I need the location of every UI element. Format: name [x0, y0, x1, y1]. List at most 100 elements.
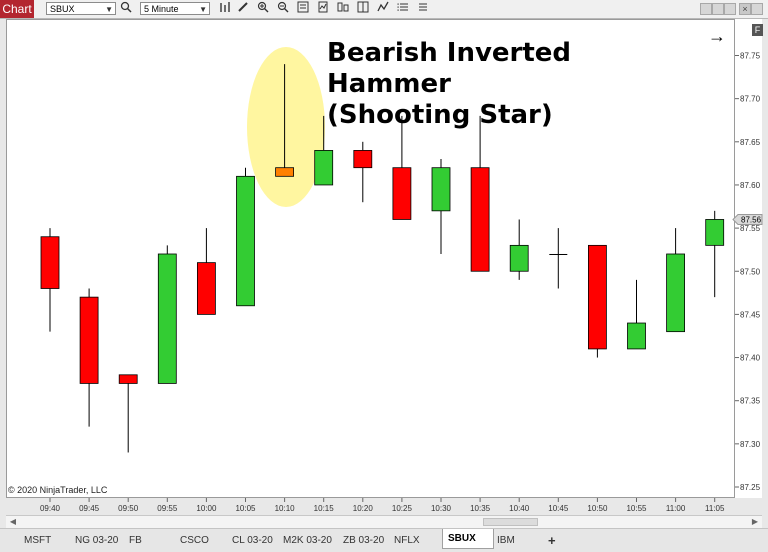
candle-body	[275, 167, 295, 177]
candle-10:35	[470, 115, 490, 272]
candle-09:50	[118, 374, 138, 453]
close-icon[interactable]: ×	[739, 3, 751, 15]
scroll-left-icon[interactable]: ◀	[9, 517, 17, 526]
properties-icon[interactable]	[295, 1, 311, 17]
x-tick-label: 11:05	[705, 504, 725, 513]
candle-body	[431, 167, 451, 212]
last-price-tag: 87.56	[732, 213, 763, 225]
y-tick-label: 87.50	[740, 267, 761, 276]
candle-body	[549, 253, 568, 255]
x-tick-label: 09:55	[157, 504, 178, 513]
candle-body	[314, 150, 334, 186]
instrument-tab-sbux[interactable]: SBUX	[442, 529, 494, 549]
window-restore-button[interactable]	[712, 3, 724, 15]
instrument-tab-ibm[interactable]: IBM	[497, 535, 515, 546]
annotation-title-line2: (Shooting Star)	[327, 100, 553, 130]
pencil-icon[interactable]	[235, 1, 251, 17]
x-tick-label: 10:55	[626, 504, 647, 513]
instrument-tab-cl-03-20[interactable]: CL 03-20	[232, 535, 273, 546]
instrument-tab-bar: MSFT NG 03-20 FB CSCO CL 03-20 M2K 03-20 ZB 03…	[0, 528, 768, 552]
x-tick-label: 10:35	[470, 504, 491, 513]
instrument-tab-nflx[interactable]: NFLX	[394, 535, 420, 546]
instrument-tab-csco[interactable]: CSCO	[180, 535, 209, 546]
candle-body	[118, 374, 138, 384]
window-minimize-button[interactable]	[700, 3, 712, 15]
candle-10:55	[627, 279, 646, 350]
chart-annotation: Bearish Inverted Hammer (Shooting Star)	[327, 38, 687, 131]
arrow-right-icon: →	[708, 26, 726, 46]
search-icon[interactable]	[118, 1, 134, 17]
candle-body	[40, 236, 60, 289]
price-axis-panel[interactable]	[735, 19, 762, 498]
interval-selector[interactable]: 5 Minute ▼	[140, 2, 210, 15]
instrument-tab-msft[interactable]: MSFT	[24, 535, 52, 546]
y-tick-label: 87.65	[740, 138, 761, 147]
strategies-icon[interactable]	[335, 1, 351, 17]
y-tick-label: 87.35	[740, 397, 761, 406]
candle-body	[588, 244, 607, 350]
candle-body	[509, 244, 529, 272]
candle-09:45	[79, 288, 99, 427]
instrument-selector[interactable]: SBUX ▼	[46, 2, 116, 15]
annotation-title-line1: Bearish Inverted Hammer	[327, 38, 572, 99]
candle-body	[705, 219, 725, 246]
candle-10:40	[509, 219, 529, 280]
candle-body	[236, 175, 255, 307]
candle-10:05	[236, 167, 255, 307]
y-tick-label: 87.40	[740, 354, 761, 363]
candle-10:20	[353, 141, 373, 203]
list-icon[interactable]	[395, 1, 411, 17]
instrument-tab-ng-03-20[interactable]: NG 03-20	[75, 535, 119, 546]
x-tick-label: 10:25	[392, 504, 413, 513]
chart-window-tab[interactable]: Chart	[0, 0, 34, 18]
zoom-out-icon[interactable]	[275, 1, 291, 17]
chevron-down-icon: ▼	[105, 5, 113, 14]
bar-chart-icon[interactable]	[217, 1, 233, 17]
y-tick-label: 87.45	[740, 310, 761, 319]
y-tick-label: 87.60	[740, 181, 761, 190]
scroll-right-icon[interactable]: ▶	[751, 517, 759, 526]
candles-group	[40, 64, 725, 453]
last-price-tag-shape	[732, 213, 763, 225]
window-maximize-button[interactable]	[724, 3, 736, 15]
zoom-in-icon[interactable]	[255, 1, 271, 17]
chevron-down-icon: ▼	[199, 5, 207, 14]
chart-plot-area[interactable]	[6, 19, 735, 498]
highlight-ellipse	[247, 47, 325, 207]
scroll-thumb[interactable]	[483, 518, 538, 526]
x-tick-label: 09:40	[40, 504, 61, 513]
candle-10:45	[549, 228, 568, 289]
horizontal-scrollbar[interactable]: ◀ ▶	[6, 515, 762, 528]
instrument-tab-m2k-03-20[interactable]: M2K 03-20	[283, 535, 332, 546]
candle-10:10	[275, 64, 295, 177]
add-tab-button[interactable]: +	[548, 533, 556, 548]
candle-11:00	[666, 228, 685, 333]
chart-toolbar: Chart SBUX ▼ 5 Minute ▼ ×	[0, 0, 768, 19]
candle-09:40	[40, 228, 60, 332]
candle-10:50	[588, 244, 607, 358]
candle-body	[470, 167, 490, 272]
data-box-icon[interactable]	[375, 1, 391, 17]
candle-10:30	[431, 159, 451, 254]
y-tick-label: 87.25	[740, 483, 761, 492]
interval-value: 5 Minute	[144, 4, 179, 14]
candle-body	[196, 262, 216, 315]
instrument-tab-zb-03-20[interactable]: ZB 03-20	[343, 535, 385, 546]
candle-body	[157, 253, 177, 384]
candle-11:05	[705, 210, 725, 298]
menu-icon[interactable]	[415, 1, 431, 17]
window-extra-button[interactable]	[751, 3, 763, 15]
x-tick-label: 09:45	[79, 504, 100, 513]
candle-body	[666, 253, 685, 333]
x-tick-label: 10:05	[235, 504, 256, 513]
candle-09:55	[157, 245, 177, 384]
candle-body	[353, 150, 373, 169]
candle-body	[392, 167, 412, 220]
last-price-label: 87.56	[741, 215, 762, 224]
instrument-value: SBUX	[50, 4, 75, 14]
indicators-icon[interactable]	[315, 1, 331, 17]
drawing-tools-icon[interactable]	[355, 1, 371, 17]
panel-f-button[interactable]: F	[752, 24, 763, 36]
instrument-tab-fb[interactable]: FB	[129, 535, 142, 546]
